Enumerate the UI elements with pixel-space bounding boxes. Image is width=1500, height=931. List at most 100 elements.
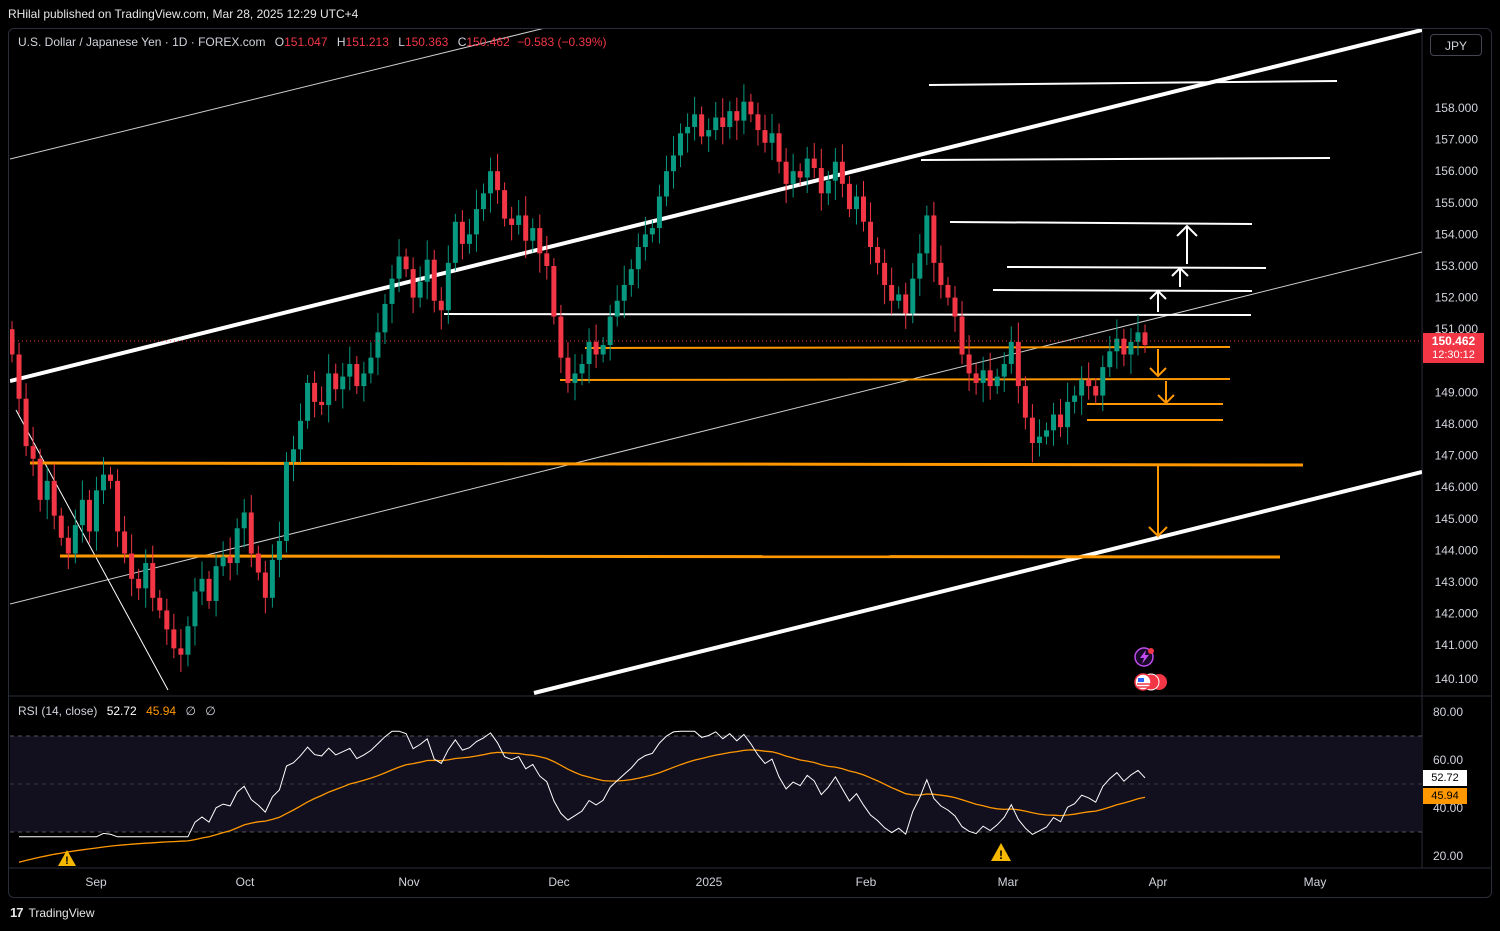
low-label: L [398, 35, 405, 49]
candle-body [825, 180, 831, 194]
rsi-extra-1: ∅ [185, 704, 196, 718]
footer: 17 TradingView [10, 905, 95, 920]
outer-trend-line[interactable] [10, 28, 545, 160]
candle-body [164, 610, 170, 630]
warning-icon[interactable]: ! [991, 843, 1011, 862]
sep-decline-line[interactable] [15, 409, 169, 691]
candle-body [480, 193, 486, 210]
candle-body [663, 171, 669, 197]
level-line[interactable] [443, 313, 1252, 316]
candle-body [262, 572, 268, 598]
orange-level-line[interactable] [59, 554, 1281, 559]
candle-body [241, 512, 247, 529]
candle-body [593, 341, 599, 355]
candle-body [762, 130, 768, 143]
candle-body [340, 376, 346, 390]
candles[interactable] [10, 84, 1148, 673]
candle-body [248, 512, 254, 554]
candle-body [846, 183, 852, 210]
candle-body [607, 316, 613, 345]
price-tick-label: 148.000 [1435, 417, 1479, 431]
level-line[interactable] [920, 157, 1331, 161]
candle-body [994, 376, 1000, 387]
candle-body [115, 480, 121, 532]
candle-body [473, 209, 479, 235]
candle-body [1015, 341, 1021, 387]
candle-body [382, 303, 388, 333]
candle-body [305, 382, 311, 421]
level-line[interactable] [1006, 266, 1267, 269]
candle-body [44, 480, 50, 500]
rsi-ma-line [18, 749, 1146, 863]
candle-body [797, 171, 803, 178]
candle-body [896, 294, 902, 301]
candle-body [706, 130, 712, 137]
price-tick-label: 157.000 [1435, 133, 1479, 147]
candle-body [312, 382, 318, 402]
candle-body [839, 161, 845, 184]
candle-body [1142, 332, 1148, 345]
price-axis[interactable]: 158.000 157.000 156.000 155.000 154.000 153.0… [1435, 101, 1479, 686]
tradingview-logo-icon[interactable]: 17 [10, 905, 24, 920]
time-axis[interactable]: Sep Oct Nov Dec 2025 Feb Mar Apr May [85, 875, 1326, 889]
candle-body [903, 294, 909, 314]
symbol-title[interactable]: U.S. Dollar / Japanese Yen · 1D · FOREX.… [18, 35, 266, 49]
drawings[interactable] [10, 28, 1423, 695]
rsi-line [19, 730, 1146, 838]
orange-level-line[interactable] [559, 378, 1231, 381]
time-tick-label: May [1304, 875, 1327, 889]
upper-channel-line[interactable] [10, 29, 1422, 383]
candle-body [600, 345, 606, 355]
up-arrow[interactable] [1171, 266, 1189, 287]
footer-brand[interactable]: TradingView [28, 905, 95, 920]
candle-body [699, 114, 705, 137]
candle-body [931, 215, 937, 263]
price-tick-label: 145.000 [1435, 512, 1479, 526]
candle-body [290, 449, 296, 462]
down-arrow[interactable] [1148, 466, 1168, 538]
orange-level-line[interactable] [29, 461, 1304, 467]
down-arrow[interactable] [1157, 381, 1175, 405]
level-line[interactable] [928, 80, 1338, 86]
rsi-axis[interactable]: 80.00 60.00 40.00 20.00 [1433, 705, 1463, 863]
rsi-label[interactable]: RSI (14, close) [18, 704, 98, 718]
candle-body [1086, 379, 1092, 387]
open-value: 151.047 [284, 35, 328, 49]
candle-body [326, 373, 332, 406]
candle-body [572, 373, 578, 383]
warning-icon[interactable]: ! [58, 850, 76, 867]
candle-body [1072, 395, 1078, 402]
svg-text:!: ! [999, 848, 1003, 862]
currency-button[interactable]: JPY [1430, 34, 1482, 56]
level-line[interactable] [949, 221, 1253, 225]
price-tick-label: 147.000 [1435, 449, 1479, 463]
candle-body [938, 262, 944, 285]
down-arrow[interactable] [1149, 349, 1167, 378]
up-arrow[interactable] [1176, 224, 1198, 264]
us-flag-event-icon[interactable] [1134, 673, 1167, 691]
lower-channel-line[interactable] [533, 470, 1422, 695]
candle-body [959, 316, 965, 355]
rsi-legend[interactable]: RSI (14, close) 52.72 45.94 ∅ ∅ [18, 704, 216, 718]
mid-trend-line[interactable] [10, 251, 1422, 605]
candle-body [537, 228, 543, 254]
price-tick-label: 140.100 [1435, 672, 1479, 686]
up-arrow[interactable] [1149, 289, 1167, 312]
chart-legend[interactable]: U.S. Dollar / Japanese Yen · 1D · FOREX.… [18, 35, 607, 49]
candle-body [16, 354, 22, 399]
high-label: H [336, 35, 346, 49]
level-line[interactable] [992, 289, 1253, 292]
candle-body [93, 490, 99, 532]
lightning-event-icon[interactable] [1134, 647, 1154, 667]
candle-body [79, 499, 85, 526]
candle-body [1036, 436, 1042, 443]
candle-body [853, 196, 859, 210]
candle-body [621, 284, 627, 301]
close-value: 150.462 [466, 35, 510, 49]
candle-body [811, 158, 817, 169]
high-value: 151.213 [345, 35, 389, 49]
candle-body [199, 578, 205, 592]
svg-text:!: ! [65, 855, 69, 867]
candle-body [628, 269, 634, 285]
